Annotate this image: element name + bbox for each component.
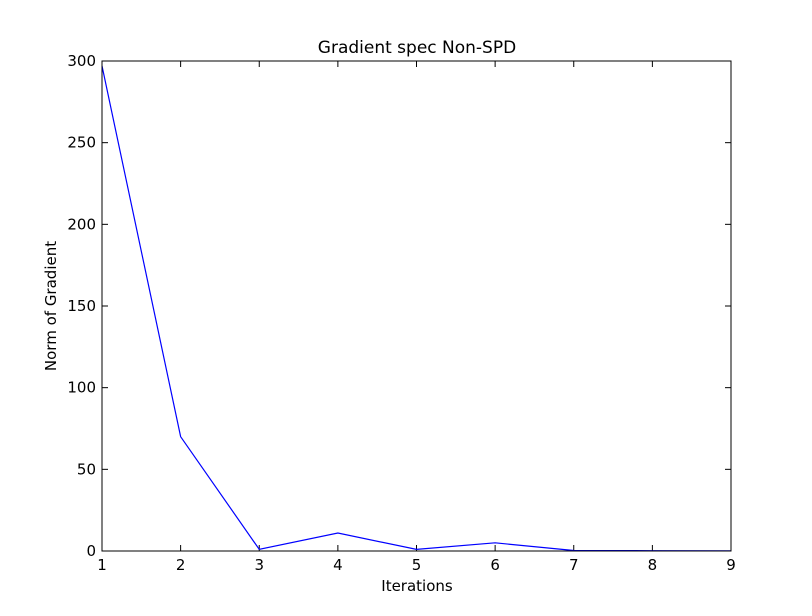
plot-frame — [101, 60, 732, 552]
y-tick-label: 200 — [67, 215, 96, 233]
x-tick-label: 6 — [490, 556, 500, 574]
series-layer — [101, 65, 732, 552]
x-tick-label: 3 — [254, 556, 264, 574]
series-line — [101, 65, 732, 552]
y-tick-label: 100 — [67, 379, 96, 397]
x-tick-label: 2 — [176, 556, 186, 574]
x-axis-label: Iterations — [381, 577, 453, 595]
x-tick-label: 5 — [412, 556, 422, 574]
y-tick-label: 50 — [77, 460, 96, 478]
ticks-layer: 1 2 3 4 5 6 7 8 9 0 50 100 150 200 250 300 — [67, 52, 735, 574]
y-tick-label: 150 — [67, 297, 96, 315]
x-tick-label: 7 — [569, 556, 579, 574]
x-tick-label: 8 — [648, 556, 658, 574]
x-tick-label: 4 — [333, 556, 343, 574]
y-tick-label: 0 — [86, 542, 96, 560]
chart-title: Gradient spec Non-SPD — [318, 38, 516, 58]
y-tick-label: 300 — [67, 52, 96, 70]
y-tick-label: 250 — [67, 134, 96, 152]
y-axis-label: Norm of Gradient — [42, 241, 60, 371]
x-tick-label: 9 — [726, 556, 736, 574]
x-tick-label: 1 — [97, 556, 107, 574]
